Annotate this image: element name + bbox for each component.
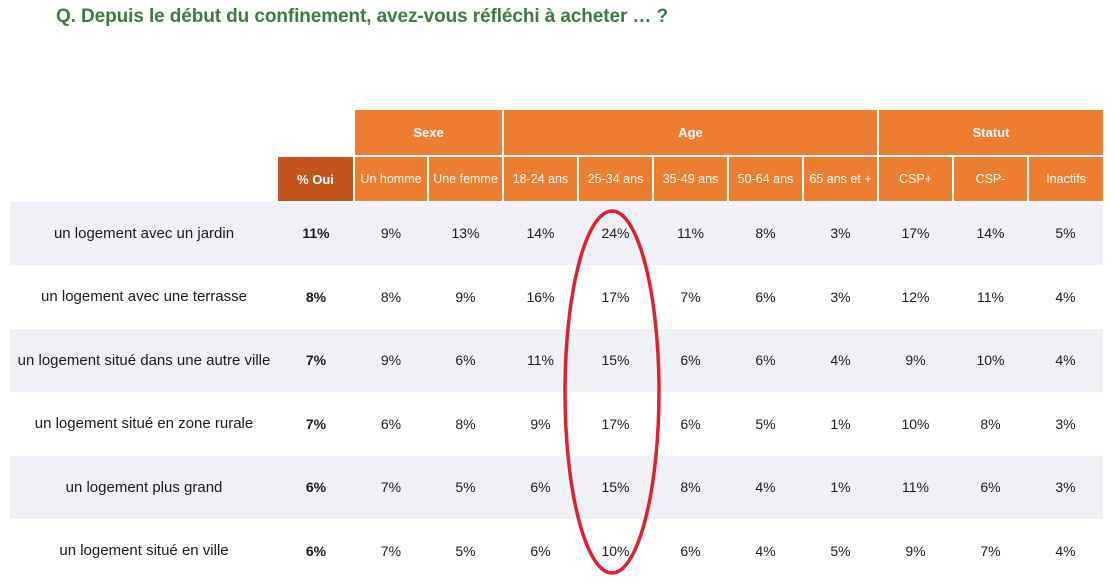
cell-25-34: 10% [578, 518, 653, 582]
cell-25-34: 17% [578, 264, 653, 329]
empty-corner [10, 110, 278, 156]
cell-csp-minus: 7% [953, 518, 1028, 582]
cell-oui: 7% [278, 391, 354, 456]
table-row: un logement avec une terrasse 8% 8% 9% 1… [10, 264, 1104, 329]
row-label: un logement avec un jardin [10, 201, 278, 265]
cell-65-plus: 3% [803, 201, 878, 265]
column-header-50-64: 50-64 ans [727, 155, 803, 202]
column-header-homme: Un homme [353, 155, 428, 202]
cell-inactifs: 4% [1028, 328, 1104, 392]
cell-homme: 7% [354, 455, 428, 519]
cell-csp-plus: 9% [878, 328, 953, 392]
table-row: un logement situé dans une autre ville 7… [10, 328, 1104, 392]
cell-femme: 5% [428, 455, 503, 519]
cell-25-34: 24% [578, 201, 653, 265]
column-header-65-plus: 65 ans et + [802, 155, 878, 202]
cell-18-24: 6% [503, 518, 578, 582]
cell-18-24: 6% [503, 455, 578, 519]
cell-femme: 9% [428, 264, 503, 329]
cell-femme: 8% [428, 391, 503, 456]
cell-25-34: 15% [578, 328, 653, 392]
cell-oui: 6% [278, 455, 354, 519]
cell-35-49: 6% [653, 328, 728, 392]
column-header-35-49: 35-49 ans [652, 155, 728, 202]
column-header-oui: % Oui [278, 155, 354, 202]
cell-inactifs: 4% [1028, 264, 1104, 329]
cell-oui: 8% [278, 264, 354, 329]
cell-homme: 9% [354, 201, 428, 265]
cell-65-plus: 4% [803, 328, 878, 392]
table-row: un logement situé en zone rurale 7% 6% 8… [10, 391, 1104, 456]
cell-csp-plus: 9% [878, 518, 953, 582]
cell-65-plus: 1% [803, 455, 878, 519]
cell-inactifs: 4% [1028, 518, 1104, 582]
cell-25-34: 15% [578, 455, 653, 519]
cell-csp-minus: 14% [953, 201, 1028, 265]
cell-50-64: 8% [728, 201, 803, 265]
cell-csp-plus: 17% [878, 201, 953, 265]
results-table: Sexe Age Statut % Oui Un homme Une femme… [10, 110, 1104, 582]
cell-csp-plus: 11% [878, 455, 953, 519]
cell-oui: 11% [278, 201, 354, 265]
cell-35-49: 11% [653, 201, 728, 265]
row-label: un logement avec une terrasse [10, 264, 278, 329]
column-header-csp-minus: CSP- [952, 155, 1028, 202]
cell-homme: 7% [354, 518, 428, 582]
column-header-inactifs: Inactifs [1026, 155, 1104, 202]
cell-18-24: 11% [503, 328, 578, 392]
cell-35-49: 6% [653, 391, 728, 456]
row-label: un logement situé dans une autre ville [10, 328, 278, 392]
cell-65-plus: 1% [803, 391, 878, 456]
cell-35-49: 8% [653, 455, 728, 519]
cell-50-64: 6% [728, 328, 803, 392]
group-header-sexe: Sexe [353, 110, 503, 156]
cell-homme: 6% [354, 391, 428, 456]
cell-inactifs: 3% [1028, 391, 1104, 456]
cell-homme: 8% [354, 264, 428, 329]
cell-18-24: 9% [503, 391, 578, 456]
cell-35-49: 7% [653, 264, 728, 329]
cell-18-24: 16% [503, 264, 578, 329]
cell-50-64: 4% [728, 455, 803, 519]
column-header-25-34: 25-34 ans [577, 155, 653, 202]
cell-50-64: 4% [728, 518, 803, 582]
cell-35-49: 6% [653, 518, 728, 582]
question-title: Q. Depuis le début du confinement, avez-… [56, 6, 668, 27]
cell-25-34: 17% [578, 391, 653, 456]
cell-femme: 6% [428, 328, 503, 392]
cell-50-64: 5% [728, 391, 803, 456]
table-row: un logement situé en ville 6% 7% 5% 6% 1… [10, 518, 1104, 582]
cell-oui: 6% [278, 518, 354, 582]
cell-csp-minus: 11% [953, 264, 1028, 329]
cell-65-plus: 5% [803, 518, 878, 582]
cell-homme: 9% [354, 328, 428, 392]
cell-inactifs: 3% [1028, 455, 1104, 519]
cell-50-64: 6% [728, 264, 803, 329]
cell-18-24: 14% [503, 201, 578, 265]
cell-csp-minus: 8% [953, 391, 1028, 456]
empty-corner [278, 110, 354, 156]
cell-femme: 13% [428, 201, 503, 265]
column-header-femme: Une femme [427, 155, 503, 202]
cell-femme: 5% [428, 518, 503, 582]
cell-csp-plus: 12% [878, 264, 953, 329]
column-header-csp-plus: CSP+ [877, 155, 953, 202]
cell-oui: 7% [278, 328, 354, 392]
table-row: un logement avec un jardin 11% 9% 13% 14… [10, 201, 1104, 265]
row-label: un logement plus grand [10, 455, 278, 519]
cell-csp-minus: 6% [953, 455, 1028, 519]
cell-csp-plus: 10% [878, 391, 953, 456]
row-label: un logement situé en ville [10, 518, 278, 582]
column-header-18-24: 18-24 ans [502, 155, 578, 202]
empty-corner [10, 156, 278, 202]
cell-inactifs: 5% [1028, 201, 1104, 265]
cell-csp-minus: 10% [953, 328, 1028, 392]
cell-65-plus: 3% [803, 264, 878, 329]
table-row: un logement plus grand 6% 7% 5% 6% 15% 8… [10, 455, 1104, 519]
group-header-statut: Statut [876, 110, 1104, 156]
group-header-age: Age [502, 110, 878, 156]
row-label: un logement situé en zone rurale [10, 391, 278, 456]
